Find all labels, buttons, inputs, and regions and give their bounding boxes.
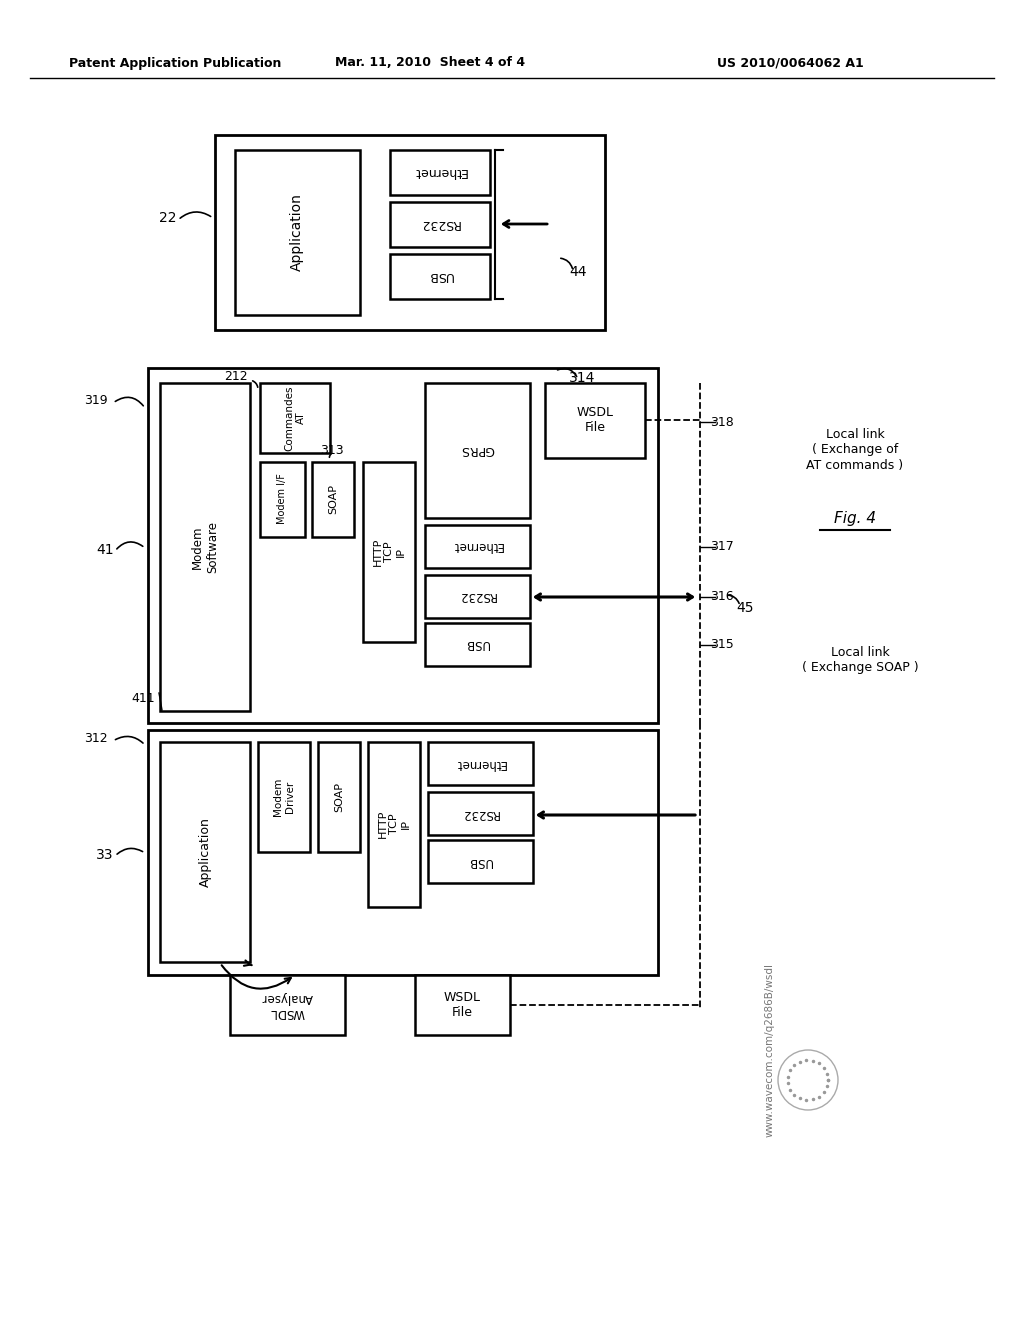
Text: 411: 411: [131, 692, 155, 705]
Text: 317: 317: [710, 540, 734, 553]
Bar: [160, 383, 250, 711]
Bar: [428, 792, 534, 836]
Text: Commandes
AT: Commandes AT: [285, 385, 306, 450]
Text: Modem
Software: Modem Software: [191, 521, 219, 573]
Text: 314: 314: [568, 371, 595, 385]
Text: WSDL
File: WSDL File: [443, 991, 480, 1019]
Text: 41: 41: [96, 543, 114, 557]
Bar: [215, 135, 605, 330]
Text: HTTP
TCP
IP: HTTP TCP IP: [378, 809, 411, 838]
Text: 45: 45: [736, 601, 754, 615]
Bar: [425, 623, 530, 667]
Bar: [428, 840, 534, 883]
Bar: [390, 202, 490, 247]
Text: 318: 318: [710, 416, 734, 429]
Bar: [312, 462, 354, 537]
Text: Patent Application Publication: Patent Application Publication: [69, 57, 282, 70]
Bar: [362, 462, 415, 642]
Bar: [368, 742, 420, 907]
Text: 212: 212: [224, 371, 248, 384]
Text: www.wavecom.com/q2686B/wsdl: www.wavecom.com/q2686B/wsdl: [765, 964, 775, 1137]
Bar: [545, 383, 645, 458]
Text: 313: 313: [321, 444, 344, 457]
Text: USB: USB: [427, 269, 453, 282]
Text: Modem I/F: Modem I/F: [278, 474, 287, 524]
Text: Application: Application: [290, 193, 304, 271]
Text: USB: USB: [465, 638, 489, 651]
Text: Local link
( Exchange SOAP ): Local link ( Exchange SOAP ): [802, 645, 919, 675]
Text: Ethernet: Ethernet: [452, 540, 503, 553]
Text: US 2010/0064062 A1: US 2010/0064062 A1: [717, 57, 863, 70]
Bar: [230, 975, 345, 1035]
Bar: [160, 742, 250, 962]
Text: Local link
( Exchange of
AT commands ): Local link ( Exchange of AT commands ): [807, 429, 903, 471]
Text: RS232: RS232: [461, 807, 499, 820]
Text: Ethernet: Ethernet: [455, 756, 506, 770]
Text: SOAP: SOAP: [328, 484, 338, 513]
Bar: [390, 150, 490, 195]
Bar: [148, 368, 658, 723]
Bar: [390, 253, 490, 300]
Bar: [415, 975, 510, 1035]
Text: 312: 312: [84, 731, 108, 744]
Bar: [258, 742, 310, 851]
Bar: [425, 576, 530, 618]
Text: WSDL
Analyser: WSDL Analyser: [261, 991, 312, 1019]
Text: RS232: RS232: [420, 218, 460, 231]
Text: 33: 33: [96, 847, 114, 862]
Text: 319: 319: [84, 393, 108, 407]
Text: RS232: RS232: [458, 590, 496, 602]
Text: Modem
Driver: Modem Driver: [273, 777, 295, 816]
Text: GPRS: GPRS: [460, 444, 494, 457]
Text: HTTP
TCP
IP: HTTP TCP IP: [373, 537, 406, 566]
Bar: [428, 742, 534, 785]
Text: Mar. 11, 2010  Sheet 4 of 4: Mar. 11, 2010 Sheet 4 of 4: [335, 57, 525, 70]
Text: 22: 22: [160, 211, 177, 224]
Text: 316: 316: [710, 590, 733, 603]
Bar: [318, 742, 360, 851]
Text: WSDL
File: WSDL File: [577, 407, 613, 434]
Bar: [425, 525, 530, 568]
Bar: [425, 383, 530, 517]
Text: Ethernet: Ethernet: [413, 165, 467, 178]
Bar: [260, 462, 305, 537]
Text: Fig. 4: Fig. 4: [834, 511, 877, 525]
Bar: [260, 383, 330, 453]
Text: Application: Application: [199, 817, 212, 887]
Text: 315: 315: [710, 639, 734, 652]
Text: SOAP: SOAP: [334, 781, 344, 812]
Bar: [148, 730, 658, 975]
Text: USB: USB: [468, 854, 492, 867]
Bar: [234, 150, 360, 315]
Text: 44: 44: [569, 265, 587, 279]
